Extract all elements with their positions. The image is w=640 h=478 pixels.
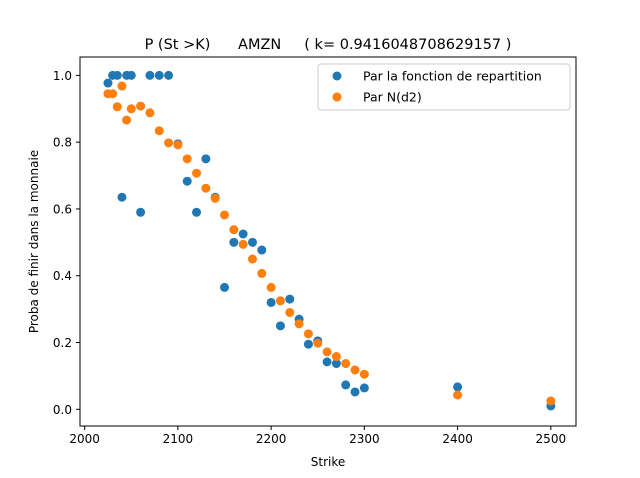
data-point	[122, 115, 132, 125]
data-point	[257, 245, 267, 255]
y-axis-label: Proba de finir dans la monnaie	[27, 150, 41, 333]
x-ticks: 2000 2100 2200 2300 2400 2500	[69, 426, 566, 446]
data-point	[285, 294, 295, 304]
data-point	[136, 207, 146, 217]
data-point	[145, 70, 155, 80]
data-point	[117, 81, 127, 91]
data-point	[453, 390, 463, 400]
data-point	[331, 352, 341, 362]
data-point	[210, 193, 220, 203]
series-2	[103, 81, 556, 406]
legend-marker-series-2	[332, 92, 342, 102]
data-point	[303, 329, 313, 339]
data-point	[192, 168, 202, 178]
chart-title: P (St >K) AMZN ( k= 0.9416048708629157 )	[145, 37, 512, 53]
x-tick-label: 2000	[69, 432, 100, 446]
y-tick-label: 0.4	[53, 269, 72, 283]
data-point	[136, 101, 146, 111]
x-tick-label: 2100	[163, 432, 194, 446]
y-tick-label: 0.0	[53, 403, 72, 417]
data-point	[275, 296, 285, 306]
data-point	[359, 369, 369, 379]
data-point	[126, 104, 136, 114]
series-1	[103, 70, 556, 411]
data-point	[103, 78, 113, 88]
data-point	[108, 89, 118, 99]
data-point	[117, 192, 127, 202]
data-point	[112, 70, 122, 80]
y-tick-label: 0.2	[53, 336, 72, 350]
legend-marker-series-1	[332, 71, 342, 81]
points-layer	[103, 70, 556, 411]
legend: Par la fonction de repartition Par N(d2)	[317, 63, 571, 111]
data-point	[220, 282, 230, 292]
data-point	[238, 229, 248, 239]
x-tick-label: 2200	[256, 432, 287, 446]
x-tick-label: 2300	[349, 432, 380, 446]
data-point	[164, 70, 174, 80]
y-tick-label: 0.8	[53, 136, 72, 150]
data-point	[220, 210, 230, 220]
data-point	[275, 321, 285, 331]
data-point	[154, 126, 164, 136]
data-point	[126, 70, 136, 80]
data-point	[322, 347, 332, 357]
data-point	[201, 154, 211, 164]
data-point	[145, 108, 155, 118]
data-point	[331, 359, 341, 369]
data-point	[313, 338, 323, 348]
data-point	[192, 207, 202, 217]
data-point	[229, 225, 239, 235]
data-point	[303, 339, 313, 349]
data-point	[546, 396, 556, 406]
data-point	[266, 297, 276, 307]
data-point	[182, 176, 192, 186]
data-point	[359, 383, 369, 393]
x-tick-label: 2500	[536, 432, 567, 446]
data-point	[341, 380, 351, 390]
data-point	[341, 359, 351, 369]
data-point	[322, 357, 332, 367]
x-axis-label: Strike	[311, 455, 346, 469]
data-point	[112, 102, 122, 112]
data-point	[247, 237, 257, 247]
data-point	[164, 138, 174, 148]
legend-label-series-2: Par N(d2)	[363, 90, 422, 105]
legend-box	[317, 63, 571, 111]
x-tick-label: 2400	[442, 432, 473, 446]
data-point	[350, 365, 360, 375]
data-point	[350, 387, 360, 397]
data-point	[294, 319, 304, 329]
plot-frame	[79, 56, 577, 427]
data-point	[285, 307, 295, 317]
data-point	[201, 183, 211, 193]
data-point	[238, 239, 248, 249]
data-point	[257, 268, 267, 278]
data-point	[182, 154, 192, 164]
data-point	[453, 382, 463, 392]
y-tick-label: 0.6	[53, 202, 72, 216]
data-point	[173, 140, 183, 150]
data-point	[247, 254, 257, 264]
y-ticks: 0.0 0.2 0.4 0.6 0.8 1.0	[53, 69, 80, 417]
data-point	[266, 282, 276, 292]
y-tick-label: 1.0	[53, 69, 72, 83]
data-point	[229, 237, 239, 247]
data-point	[154, 70, 164, 80]
legend-label-series-1: Par la fonction de repartition	[363, 69, 542, 84]
